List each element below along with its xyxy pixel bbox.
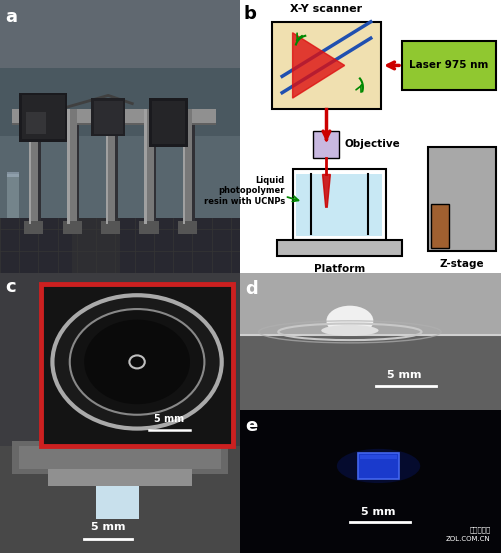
Bar xyxy=(272,22,381,109)
Bar xyxy=(12,441,228,474)
Text: 中关村在线: 中关村在线 xyxy=(469,526,490,533)
Bar xyxy=(106,109,108,223)
Ellipse shape xyxy=(327,306,373,336)
Text: 5 mm: 5 mm xyxy=(361,507,396,518)
Bar xyxy=(106,109,115,223)
Bar xyxy=(0,446,240,553)
Text: d: d xyxy=(245,279,259,298)
Bar xyxy=(19,446,221,469)
Bar xyxy=(139,221,159,234)
Text: 5 mm: 5 mm xyxy=(154,414,184,424)
Bar xyxy=(0,0,240,137)
Bar xyxy=(67,109,70,223)
Bar xyxy=(240,335,501,410)
Bar xyxy=(101,221,120,234)
Bar xyxy=(431,205,449,248)
Text: Z-stage: Z-stage xyxy=(439,259,484,269)
Bar xyxy=(24,221,43,234)
Bar xyxy=(7,175,19,218)
Text: Liquid
photopolymer
resin with UCNPs: Liquid photopolymer resin with UCNPs xyxy=(203,176,285,206)
Text: Laser 975 nm: Laser 975 nm xyxy=(409,60,488,70)
Polygon shape xyxy=(293,33,345,98)
Bar xyxy=(0,0,240,68)
Text: X-Y scanner: X-Y scanner xyxy=(291,4,363,14)
Text: a: a xyxy=(5,8,17,26)
Bar xyxy=(185,109,195,223)
Bar xyxy=(314,131,340,158)
Bar xyxy=(27,112,46,134)
Bar xyxy=(12,123,216,126)
Text: Objective: Objective xyxy=(345,139,400,149)
Bar xyxy=(178,221,197,234)
Bar xyxy=(0,218,240,273)
Bar xyxy=(22,96,65,139)
Bar xyxy=(70,109,79,223)
Bar xyxy=(360,455,397,459)
Bar xyxy=(48,469,192,486)
Text: Platform: Platform xyxy=(314,264,365,274)
Bar xyxy=(29,109,31,223)
Text: e: e xyxy=(245,418,258,435)
Text: 5 mm: 5 mm xyxy=(387,370,422,380)
Bar xyxy=(29,109,39,223)
Text: 5 mm: 5 mm xyxy=(91,522,125,532)
Bar xyxy=(94,101,123,134)
Bar xyxy=(63,221,82,234)
Bar xyxy=(144,109,154,223)
Text: c: c xyxy=(5,278,16,296)
Bar xyxy=(72,218,120,273)
Ellipse shape xyxy=(70,309,204,415)
Bar xyxy=(91,98,125,137)
Bar xyxy=(277,240,402,256)
Bar xyxy=(402,41,496,90)
Ellipse shape xyxy=(84,320,190,404)
Ellipse shape xyxy=(53,295,222,429)
Bar xyxy=(183,109,185,223)
Bar xyxy=(67,109,77,223)
Bar xyxy=(428,147,496,251)
Bar xyxy=(358,453,399,479)
Bar xyxy=(240,273,501,335)
Bar xyxy=(297,175,382,236)
Bar xyxy=(96,486,139,519)
Bar xyxy=(183,109,192,223)
Bar xyxy=(12,109,216,123)
Ellipse shape xyxy=(337,449,420,483)
Ellipse shape xyxy=(321,325,379,336)
Bar xyxy=(41,284,233,446)
Bar xyxy=(151,101,185,144)
Text: b: b xyxy=(243,6,256,23)
Bar xyxy=(147,109,156,223)
Polygon shape xyxy=(323,175,330,207)
Bar xyxy=(31,109,41,223)
Bar xyxy=(144,109,147,223)
Bar xyxy=(108,109,118,223)
Text: ZOL.COM.CN: ZOL.COM.CN xyxy=(446,536,490,541)
Bar xyxy=(19,93,67,142)
Bar xyxy=(149,98,187,147)
Bar xyxy=(293,169,386,240)
Bar xyxy=(7,172,19,177)
